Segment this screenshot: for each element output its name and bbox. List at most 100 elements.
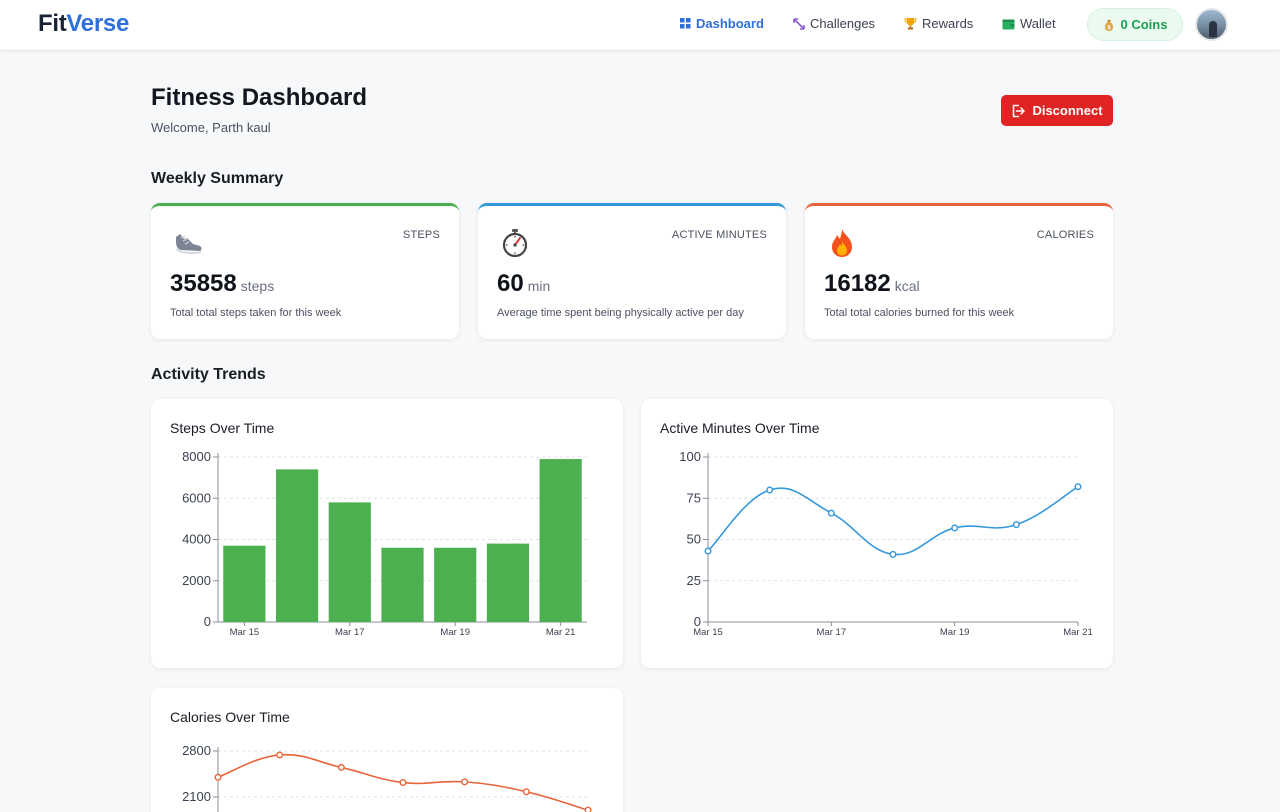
- x-tick-label: Mar 21: [1063, 627, 1093, 638]
- logo-text-verse: Verse: [66, 10, 129, 37]
- x-tick-label: Mar 15: [693, 627, 723, 638]
- stat-value-steps: 35858 steps: [170, 270, 274, 298]
- bar: [275, 469, 319, 622]
- data-point: [276, 751, 284, 759]
- logo-text-fit: Fit: [38, 10, 67, 37]
- fire-icon: [832, 229, 852, 257]
- bar: [223, 545, 266, 622]
- steps-bar-chart: 0 2000 4000 6000 8000 Mar 15 Mar 17 Mar 19 Mar 2…: [182, 449, 587, 638]
- nav-dashboard-label: Dashboard: [696, 16, 764, 31]
- data-point: [337, 763, 345, 771]
- bar: [539, 459, 582, 622]
- stat-label-steps: STEPS: [402, 229, 440, 241]
- disconnect-label: Disconnect: [1032, 103, 1103, 118]
- x-tick-label: Mar 17: [817, 627, 847, 638]
- data-point: [827, 509, 835, 517]
- stat-card-steps: STEPS 35858 steps Total total steps take…: [151, 203, 459, 339]
- bar: [381, 547, 424, 622]
- wallet-icon: [1002, 19, 1015, 29]
- nav-challenges[interactable]: Challenges: [793, 16, 875, 31]
- nav-wallet-label: Wallet: [1020, 16, 1056, 31]
- stat-unit: min: [527, 278, 551, 294]
- data-point: [1074, 483, 1082, 491]
- nav-rewards[interactable]: Rewards: [904, 16, 973, 31]
- nav-dashboard[interactable]: Dashboard: [680, 16, 764, 31]
- y-tick-label: 50: [687, 532, 701, 547]
- svg-text:$: $: [1107, 25, 1111, 31]
- chart-title-steps: Steps Over Time: [170, 420, 275, 436]
- chart-title-active-minutes: Active Minutes Over Time: [660, 420, 820, 436]
- data-point: [399, 779, 407, 787]
- money-bag-icon: $: [1104, 19, 1113, 31]
- stat-label-calories: CALORIES: [1036, 229, 1094, 241]
- logout-icon: [1013, 104, 1026, 117]
- stat-value-active-minutes: 60 min: [497, 270, 550, 298]
- y-tick-label: 0: [204, 614, 211, 629]
- fitverse-logo[interactable]: FitVerse: [38, 10, 129, 38]
- data-point: [766, 486, 774, 494]
- x-tick-label: Mar 17: [335, 627, 365, 638]
- stat-number: 16182: [824, 270, 891, 297]
- weekly-summary-heading: Weekly Summary: [151, 170, 284, 187]
- stat-label-active-minutes: ACTIVE MINUTES: [671, 229, 767, 241]
- y-tick-label: 6000: [182, 490, 211, 505]
- bar: [434, 547, 477, 622]
- data-point: [584, 806, 592, 812]
- grid-icon: [680, 18, 691, 29]
- bar: [328, 502, 371, 622]
- coins-badge[interactable]: $ 0 Coins: [1087, 8, 1183, 41]
- nav-rewards-label: Rewards: [922, 16, 974, 31]
- stat-value-calories: 16182 kcal: [824, 270, 920, 298]
- y-tick-label: 0: [694, 614, 701, 629]
- calories-line-chart: 2100 2800: [182, 743, 592, 812]
- y-tick-label: 2800: [182, 743, 211, 758]
- stat-number: 60: [497, 270, 524, 297]
- nav-challenges-label: Challenges: [810, 16, 876, 31]
- avatar[interactable]: [1195, 8, 1228, 41]
- x-tick-label: Mar 19: [440, 627, 470, 638]
- disconnect-button[interactable]: Disconnect: [1001, 95, 1113, 126]
- y-tick-label: 2000: [182, 573, 211, 588]
- stat-description: Total total calories burned for this wee…: [824, 307, 1015, 319]
- sneaker-icon: [176, 234, 202, 254]
- stat-description: Average time spent being physically acti…: [497, 307, 744, 319]
- chart-card-active-minutes: Active Minutes Over Time 0 25 50 75 100 Mar 1…: [641, 399, 1113, 668]
- stat-unit: kcal: [894, 278, 920, 294]
- stat-unit: steps: [240, 278, 275, 294]
- data-point: [214, 773, 222, 781]
- x-tick-label: Mar 21: [546, 627, 576, 638]
- data-point: [461, 778, 469, 786]
- bar: [486, 543, 530, 622]
- nav-wallet[interactable]: Wallet: [1002, 16, 1056, 31]
- trophy-icon: [904, 18, 917, 30]
- active-minutes-line-chart: 0 25 50 75 100 Mar 15 Mar 17 Mar 19 Mar 21: [679, 449, 1093, 638]
- x-tick-label: Mar 15: [230, 627, 260, 638]
- stopwatch-icon: [502, 229, 528, 258]
- data-point: [951, 524, 959, 532]
- chart-card-calories: Calories Over Time 2100 2800: [151, 688, 623, 812]
- chart-card-steps: Steps Over Time 0 2000 4000 6000 8000 Mar 15 M…: [151, 399, 623, 668]
- y-tick-label: 4000: [182, 532, 211, 547]
- y-tick-label: 75: [687, 490, 701, 505]
- y-tick-label: 100: [679, 449, 701, 464]
- stat-description: Total total steps taken for this week: [170, 307, 342, 319]
- coins-label: 0 Coins: [1120, 17, 1168, 32]
- page-title: Fitness Dashboard: [151, 84, 368, 111]
- stat-card-calories: CALORIES 16182 kcal Total total calories…: [805, 203, 1113, 339]
- data-point: [889, 550, 897, 558]
- y-tick-label: 2100: [182, 789, 211, 804]
- stat-card-active-minutes: ACTIVE MINUTES 60 min Average time spent…: [478, 203, 786, 339]
- data-point: [1012, 521, 1020, 529]
- chart-title-calories: Calories Over Time: [170, 709, 290, 725]
- activity-trends-heading: Activity Trends: [151, 366, 266, 383]
- welcome-text: Welcome, Parth kaul: [151, 120, 271, 135]
- data-point: [704, 547, 712, 555]
- stat-number: 35858: [170, 270, 237, 297]
- top-navbar: FitVerse Dashboard Challenges Rewards Wa…: [0, 0, 1280, 51]
- series-line: [707, 486, 1079, 556]
- arrows-icon: [793, 17, 805, 30]
- x-tick-label: Mar 19: [940, 627, 970, 638]
- y-tick-label: 25: [687, 573, 701, 588]
- y-tick-label: 8000: [182, 449, 211, 464]
- data-point: [522, 788, 530, 796]
